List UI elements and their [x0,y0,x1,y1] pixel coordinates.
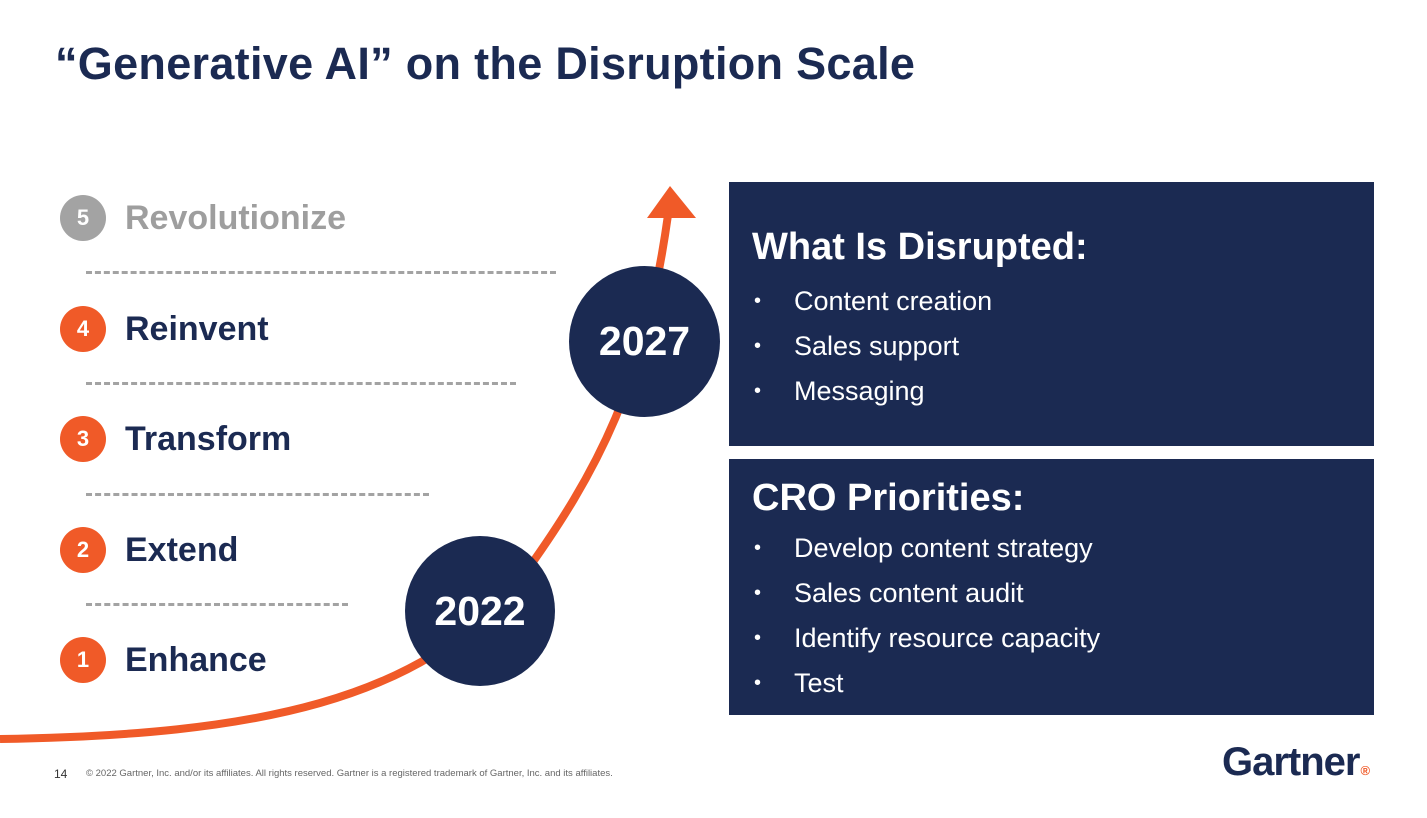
year-circle-2027: 2027 [569,266,720,417]
level-extend: 2 Extend [60,526,238,574]
level-divider [86,271,556,274]
slide-title: “Generative AI” on the Disruption Scale [55,38,916,89]
level-divider [86,382,516,385]
level-number-badge: 2 [60,527,106,573]
list-item: • Sales support [752,324,1374,369]
list-item: • Develop content strategy [752,526,1374,571]
bullet-icon: • [754,627,762,649]
level-label: Extend [125,530,239,569]
level-number-badge: 3 [60,416,106,462]
bullet-icon: • [754,582,762,604]
level-transform: 3 Transform [60,415,291,463]
level-reinvent: 4 Reinvent [60,305,269,353]
list-item: • Sales content audit [752,571,1374,616]
list-item-text: Identify resource capacity [794,623,1101,653]
disrupted-list: • Content creation • Sales support • Messag… [752,279,1374,414]
year-circle-2022: 2022 [405,536,555,686]
copyright-notice: © 2022 Gartner, Inc. and/or its affiliat… [86,768,613,779]
panel-heading: CRO Priorities: [752,477,1025,519]
panel-heading: What Is Disrupted: [752,226,1088,268]
list-item-text: Develop content strategy [794,533,1093,563]
list-item: • Identify resource capacity [752,616,1374,661]
level-number-badge: 4 [60,306,106,352]
list-item-text: Messaging [794,376,925,406]
bullet-icon: • [754,672,762,694]
up-arrow-icon [647,186,696,218]
logo-text: Gartner [1222,740,1360,784]
priorities-list: • Develop content strategy • Sales content… [752,526,1374,706]
registered-mark-icon: ® [1360,763,1371,778]
bullet-icon: • [754,290,762,312]
disrupted-panel: What Is Disrupted: • Content creation • Sa… [729,182,1374,446]
list-item: • Test [752,661,1374,706]
page-number: 14 [54,767,68,781]
level-number-badge: 1 [60,637,106,683]
bullet-icon: • [754,380,762,402]
level-label: Enhance [125,640,267,679]
level-label: Revolutionize [125,198,347,237]
level-revolutionize: 5 Revolutionize [60,194,346,242]
list-item: • Messaging [752,369,1374,414]
priorities-panel: CRO Priorities: • Develop content strateg… [729,459,1374,715]
level-enhance: 1 Enhance [60,636,267,684]
level-label: Transform [125,419,292,458]
gartner-logo: Gartner® [1222,740,1371,785]
level-label: Reinvent [125,309,269,348]
bullet-icon: • [754,537,762,559]
bullet-icon: • [754,335,762,357]
list-item-text: Sales support [794,331,960,361]
list-item-text: Sales content audit [794,578,1024,608]
list-item-text: Test [794,668,844,698]
level-number-badge: 5 [60,195,106,241]
list-item-text: Content creation [794,286,993,316]
level-divider [86,493,429,496]
level-divider [86,603,348,606]
list-item: • Content creation [752,279,1374,324]
